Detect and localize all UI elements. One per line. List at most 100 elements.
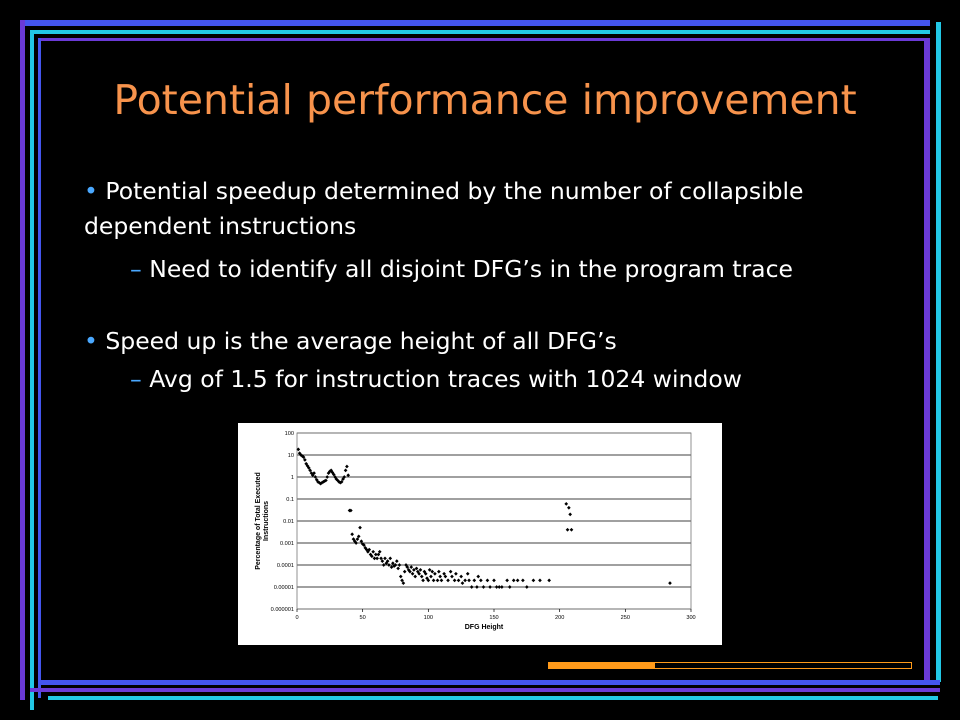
x-tick-label: 0 (295, 615, 298, 621)
data-point (505, 578, 509, 583)
bullet-marker: • (84, 327, 98, 355)
y-tick-label: 0.00001 (274, 585, 294, 591)
y-tick-label: 100 (285, 431, 294, 437)
bullet-text: Potential speedup determined by the numb… (84, 177, 804, 240)
y-tick-label: 10 (288, 453, 294, 459)
data-point (410, 571, 415, 576)
data-point (394, 559, 399, 563)
data-point (437, 569, 441, 574)
x-tick-label: 150 (489, 615, 498, 621)
data-point (402, 569, 407, 574)
y-tick-label: 0.001 (280, 541, 294, 547)
x-tick-label: 100 (424, 615, 433, 621)
bullet-4: – Avg of 1.5 for instruction traces with… (130, 362, 920, 397)
data-point (358, 525, 362, 530)
data-point (500, 585, 504, 589)
data-point (385, 559, 390, 563)
data-point (350, 532, 354, 537)
data-point (346, 473, 351, 478)
accent-outline-bar (654, 662, 912, 669)
frame-right-purple (924, 40, 930, 680)
data-point (479, 578, 483, 583)
data-point (376, 552, 381, 557)
data-point (439, 578, 444, 583)
data-point (430, 569, 435, 574)
bullet-3: • Speed up is the average height of all … (84, 324, 844, 359)
data-point (412, 568, 416, 572)
data-point (419, 574, 424, 579)
data-point (515, 578, 520, 583)
y-tick-label: 1 (291, 475, 294, 481)
data-point (547, 578, 551, 583)
data-point (367, 547, 372, 552)
bullet-marker: • (84, 177, 98, 205)
frame-top-cyan (30, 30, 930, 34)
scatter-chart: 100 10 1 0.1 0.01 0.001 0.0001 0.00001 0.0000010… (255, 431, 696, 631)
bullet-marker: – (130, 365, 142, 393)
data-point (507, 585, 512, 589)
data-point (521, 578, 525, 583)
bullet-marker: – (130, 255, 142, 283)
slide-title: Potential performance improvement (113, 76, 857, 124)
y-axis-label: Percentage of Total ExecutedInstructions (255, 472, 270, 570)
frame-top-purple (40, 38, 930, 41)
data-point (476, 574, 481, 579)
data-point (524, 585, 529, 589)
data-point (359, 539, 364, 544)
frame-left-cyan (30, 30, 34, 710)
frame-left-blue (38, 38, 41, 698)
data-point (433, 571, 437, 576)
data-point (371, 549, 376, 554)
accent-orange-bar (548, 662, 654, 669)
data-point (467, 578, 471, 583)
data-point (409, 565, 414, 569)
data-point (388, 556, 393, 561)
data-point (396, 566, 400, 571)
frame-top-blue (22, 20, 930, 26)
data-point (325, 475, 330, 479)
data-point (488, 585, 492, 589)
y-tick-label: 0.1 (286, 497, 294, 503)
data-point (511, 578, 516, 583)
x-tick-label: 50 (360, 615, 366, 621)
bullet-text: Speed up is the average height of all DF… (105, 327, 617, 355)
data-point (431, 578, 436, 583)
data-point (475, 585, 479, 589)
data-point (446, 578, 450, 583)
bullet-2: – Need to identify all disjoint DFG’s in… (130, 252, 870, 287)
data-point (452, 578, 457, 583)
data-point (485, 578, 490, 583)
frame-right-cyan (936, 22, 941, 682)
data-point (442, 571, 446, 576)
data-point (377, 549, 382, 554)
data-point (456, 578, 461, 583)
data-point (426, 578, 431, 583)
data-point (568, 512, 573, 517)
x-tick-label: 300 (686, 615, 695, 621)
frame-bottom-blue (40, 680, 940, 685)
data-point (538, 578, 542, 583)
data-point (459, 574, 464, 579)
data-point (564, 502, 569, 506)
data-point (343, 468, 348, 473)
data-point (472, 578, 477, 583)
data-point (373, 552, 378, 557)
data-point (397, 563, 402, 567)
data-point (375, 556, 379, 561)
data-point (454, 571, 458, 576)
x-tick-label: 200 (555, 615, 564, 621)
frame-bottom-purple (30, 688, 940, 692)
y-tick-label: 0.0001 (277, 563, 294, 569)
data-point (387, 563, 391, 567)
data-point (469, 585, 474, 589)
chart-panel: 100 10 1 0.1 0.01 0.001 0.0001 0.00001 0.000001 0… (238, 423, 722, 645)
x-axis-label: DFG Height (465, 624, 504, 631)
data-point (435, 578, 440, 583)
y-tick-label: 0.01 (283, 519, 294, 525)
data-point (465, 571, 470, 576)
y-tick-label: 0.000001 (271, 607, 294, 613)
data-point (438, 574, 442, 579)
data-point (463, 578, 467, 583)
bullet-text: Need to identify all disjoint DFG’s in t… (149, 255, 793, 283)
data-point (429, 574, 433, 579)
